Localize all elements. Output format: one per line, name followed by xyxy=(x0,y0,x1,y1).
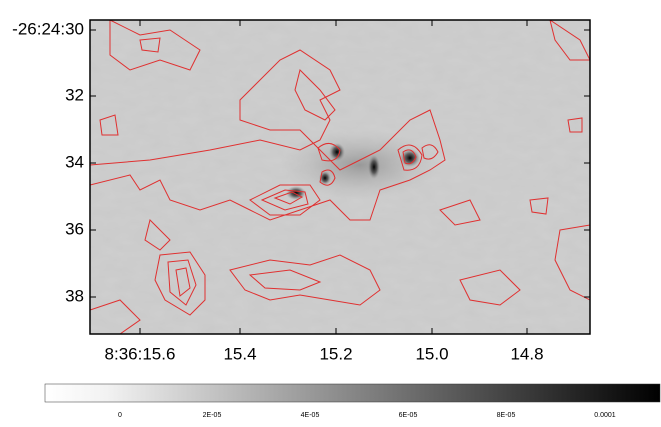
y-tick-label: 34 xyxy=(65,152,84,171)
colorbar-tick-label: 0.0001 xyxy=(594,412,616,419)
y-tick-label: 36 xyxy=(65,219,84,238)
contours xyxy=(90,20,590,334)
y-tick-label: 32 xyxy=(65,85,84,104)
x-tick-label: 15.2 xyxy=(319,344,352,363)
x-tick-label: 14.8 xyxy=(510,344,543,363)
colorbar-tick-label: 8E-05 xyxy=(497,412,516,419)
y-tick-label: -26:24:30 xyxy=(12,19,84,38)
frame xyxy=(89,19,591,335)
x-tick-label: 8:36:15.6 xyxy=(105,344,176,363)
x-tick-label: 15.4 xyxy=(223,344,256,363)
colorbar-tick-label: 0 xyxy=(118,412,122,419)
colorbar-tick-label: 4E-05 xyxy=(301,412,320,419)
colorbar-tick-label: 2E-05 xyxy=(203,412,222,419)
image xyxy=(90,20,590,334)
y-tick-label: 38 xyxy=(65,286,84,305)
colorbar-tick-label: 6E-05 xyxy=(399,412,418,419)
colorbar xyxy=(44,383,661,403)
x-tick-label: 15.0 xyxy=(415,344,448,363)
